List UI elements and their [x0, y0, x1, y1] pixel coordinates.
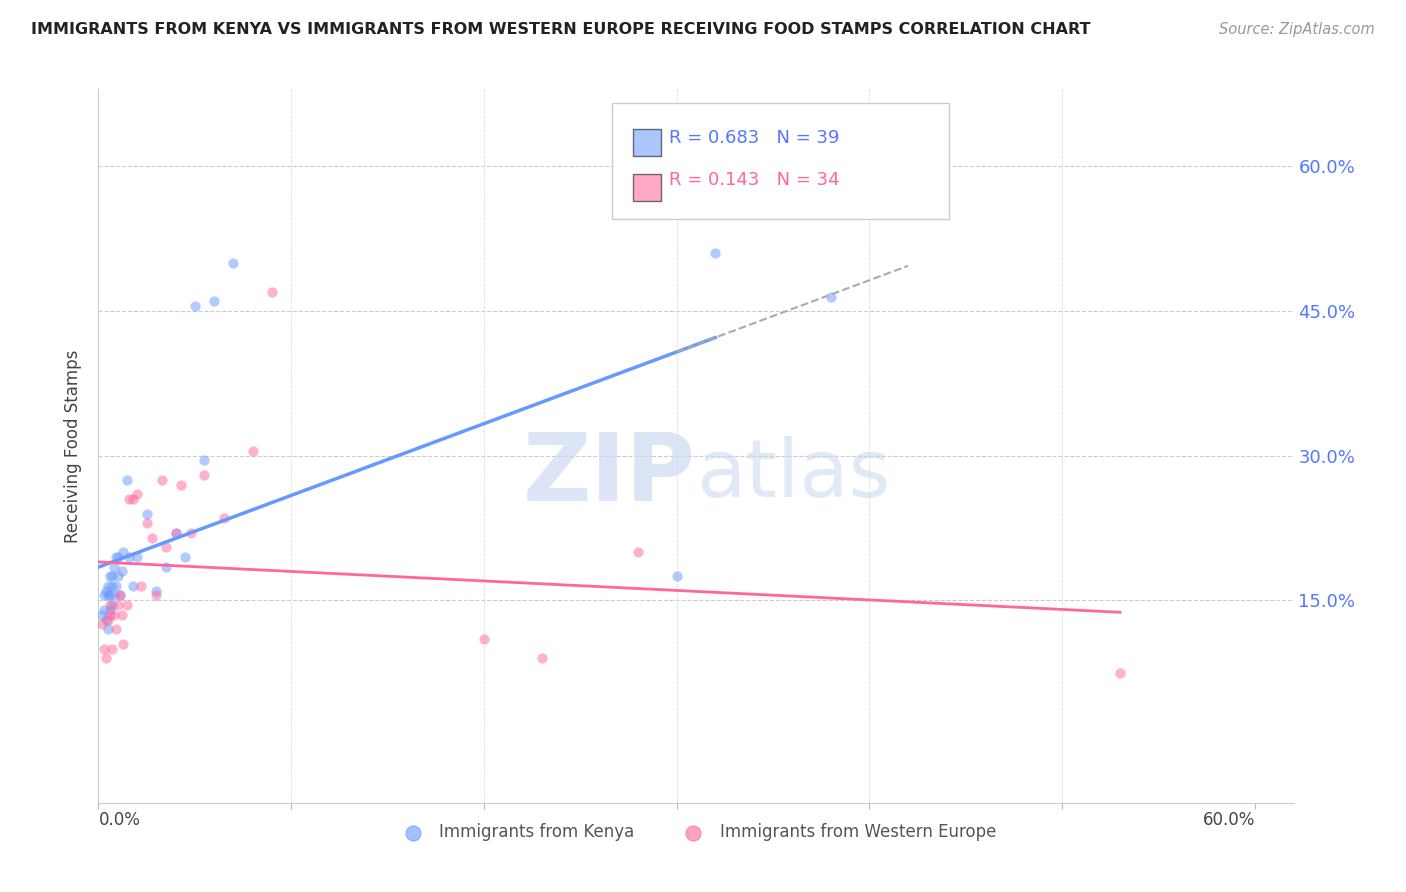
Point [97, 589, 120, 603]
Point [125, 549, 148, 564]
Point [110, 565, 132, 579]
Point [125, 487, 148, 501]
Point [91, 617, 114, 632]
Point [97, 613, 120, 627]
Point [104, 579, 127, 593]
Point [145, 589, 167, 603]
Point [222, 256, 245, 270]
Text: atlas: atlas [696, 435, 890, 514]
Point [103, 607, 125, 622]
Point [98, 607, 121, 622]
Point [704, 246, 727, 260]
Y-axis label: Receiving Food Stamps: Receiving Food Stamps [65, 350, 83, 542]
Text: ZIP: ZIP [523, 428, 696, 521]
Point [94, 651, 117, 665]
Point [97, 622, 120, 636]
Text: R = 0.683   N = 39: R = 0.683 N = 39 [669, 129, 839, 147]
Point [107, 569, 129, 583]
Point [472, 632, 495, 646]
Point [118, 491, 141, 506]
Point [101, 598, 124, 612]
Point [165, 525, 187, 540]
Point [180, 525, 202, 540]
Point [135, 516, 157, 530]
Point [117, 473, 139, 487]
Point [665, 569, 688, 583]
Point [103, 559, 125, 574]
Text: 60.0%: 60.0% [1202, 811, 1256, 829]
Point [107, 549, 129, 564]
Point [108, 589, 131, 603]
Point [193, 453, 215, 467]
Point [112, 637, 135, 651]
Point [141, 531, 163, 545]
Point [97, 579, 120, 593]
Point [98, 598, 121, 612]
Point [107, 598, 129, 612]
Point [118, 549, 141, 564]
Point [155, 559, 177, 574]
Point [193, 467, 215, 482]
Point [101, 579, 124, 593]
Point [104, 622, 127, 636]
Point [101, 569, 124, 583]
Point [202, 294, 225, 309]
Point [122, 579, 145, 593]
Point [101, 641, 124, 656]
Point [93, 641, 115, 656]
Point [94, 613, 117, 627]
Point [108, 589, 131, 603]
Point [93, 589, 115, 603]
Text: R = 0.143   N = 34: R = 0.143 N = 34 [669, 171, 839, 189]
Point [129, 579, 152, 593]
Point [184, 299, 207, 313]
Point [98, 603, 121, 617]
Point [98, 569, 121, 583]
Point [135, 507, 157, 521]
Point [170, 477, 193, 491]
Text: 0.0%: 0.0% [98, 811, 141, 829]
Point [98, 589, 121, 603]
Point [104, 549, 127, 564]
Point [530, 651, 553, 665]
Point [112, 545, 135, 559]
Text: Source: ZipAtlas.com: Source: ZipAtlas.com [1219, 22, 1375, 37]
Point [820, 289, 842, 303]
Point [242, 443, 264, 458]
Point [174, 549, 197, 564]
Point [627, 545, 650, 559]
Point [150, 473, 173, 487]
Point [212, 511, 235, 525]
Point [110, 607, 132, 622]
Point [155, 541, 177, 555]
Point [165, 525, 187, 540]
Point [91, 607, 114, 622]
Point [1109, 665, 1132, 680]
Legend: Immigrants from Kenya, Immigrants from Western Europe: Immigrants from Kenya, Immigrants from W… [389, 817, 1002, 848]
Point [145, 583, 167, 598]
Point [117, 598, 139, 612]
Point [94, 583, 117, 598]
Text: IMMIGRANTS FROM KENYA VS IMMIGRANTS FROM WESTERN EUROPE RECEIVING FOOD STAMPS CO: IMMIGRANTS FROM KENYA VS IMMIGRANTS FROM… [31, 22, 1091, 37]
Point [260, 285, 283, 299]
Point [103, 589, 125, 603]
Point [122, 491, 145, 506]
Point [93, 603, 115, 617]
